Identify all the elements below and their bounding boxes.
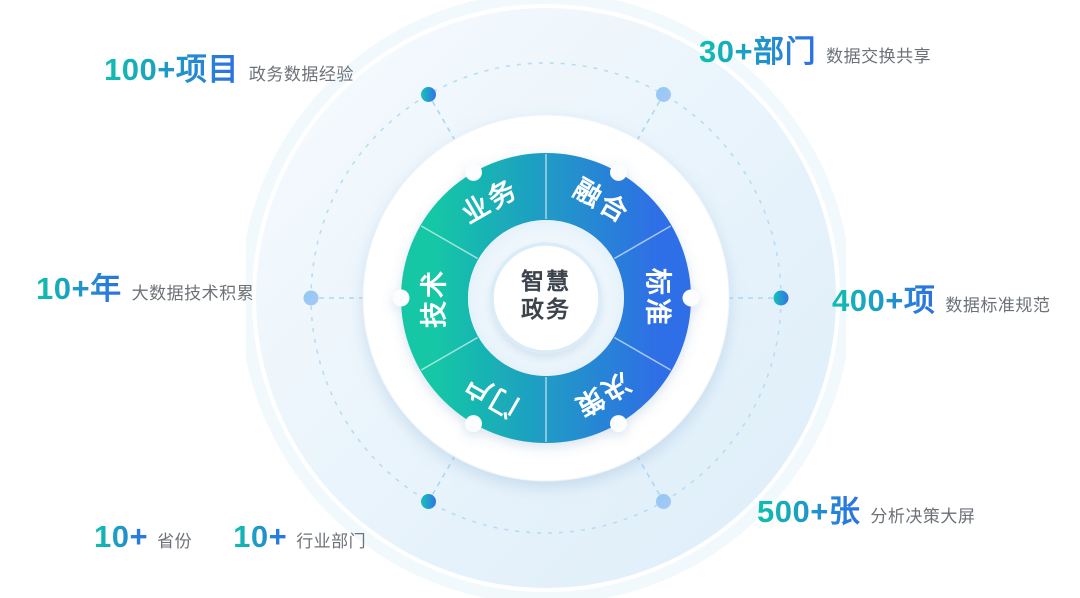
stat-projects-label: 政务数据经验	[248, 65, 354, 84]
stat-projects-value: 100+项目	[104, 52, 239, 87]
stat-departments: 30+部门 数据交换共享	[699, 36, 931, 67]
stat-industries-value: 10+	[233, 519, 288, 554]
segment-label-biaozhun: 标准	[643, 268, 673, 328]
dot-top-left-icon	[421, 87, 436, 102]
stat-provinces-value: 10+	[94, 519, 149, 554]
stat-screens-value: 500+张	[757, 494, 861, 529]
dot-bottom-right-icon	[656, 494, 671, 509]
stat-departments-label: 数据交换共享	[826, 47, 932, 66]
stat-standards-value: 400+项	[832, 283, 936, 318]
dot-left-icon	[303, 290, 319, 306]
segmented-wheel: 融合 标准 决策 门户 技术 业务	[392, 153, 700, 443]
segment-label-jishu: 技术	[419, 268, 449, 328]
stat-coverage: 10+ 省份 10+ 行业部门	[94, 521, 366, 552]
stat-industries: 10+ 行业部门	[233, 521, 366, 552]
stat-screens-label: 分析决策大屏	[870, 507, 976, 526]
dot-right-icon	[773, 290, 789, 306]
stat-industries-label: 行业部门	[296, 532, 367, 551]
orbit-dots	[303, 87, 789, 509]
hub-inner-circle	[490, 242, 602, 354]
stat-years: 10+年 大数据技术积累	[36, 273, 254, 304]
dot-bottom-left-icon	[421, 494, 436, 509]
stat-provinces-label: 省份	[157, 532, 193, 551]
stat-provinces: 10+ 省份	[94, 521, 192, 552]
stat-years-value: 10+年	[36, 271, 122, 306]
stat-years-label: 大数据技术积累	[131, 284, 255, 303]
edge-notches	[392, 163, 700, 433]
stat-projects: 100+项目 政务数据经验	[104, 54, 354, 85]
center-title-line1: 智慧	[521, 268, 571, 294]
wheel-diagram: 融合 标准 决策 门户 技术 业务 智慧 政务	[246, 0, 846, 598]
stat-screens: 500+张 分析决策大屏	[757, 496, 975, 527]
center-title-line2: 政务	[521, 296, 571, 322]
stat-standards-label: 数据标准规范	[945, 296, 1051, 315]
segment-dividers	[420, 154, 672, 442]
dot-top-right-icon	[656, 87, 671, 102]
stat-standards: 400+项 数据标准规范	[832, 285, 1050, 316]
stat-departments-value: 30+部门	[699, 34, 817, 69]
